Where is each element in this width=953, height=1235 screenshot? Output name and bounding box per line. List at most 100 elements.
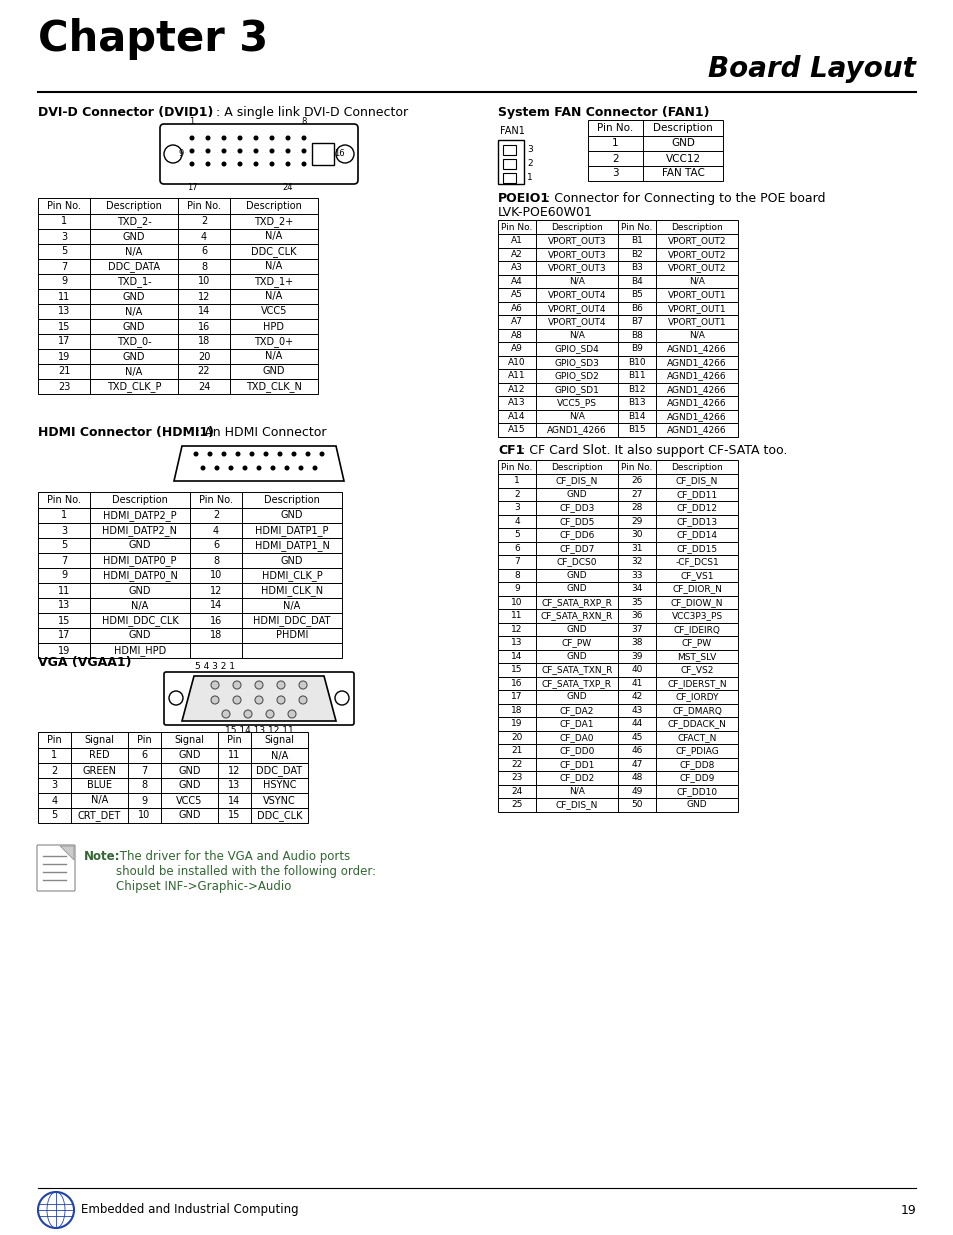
Circle shape — [286, 149, 290, 153]
Text: B4: B4 — [631, 277, 642, 285]
Text: GND: GND — [178, 810, 200, 820]
Circle shape — [266, 710, 274, 718]
Text: VGA (VGAA1): VGA (VGAA1) — [38, 656, 132, 669]
Circle shape — [270, 162, 274, 165]
Circle shape — [302, 136, 306, 140]
Text: 6: 6 — [201, 247, 207, 257]
Text: CF_PW: CF_PW — [561, 638, 592, 647]
Text: CFACT_N: CFACT_N — [677, 732, 716, 742]
Bar — [497, 784, 738, 798]
Bar — [497, 798, 738, 811]
Text: VCC5_PS: VCC5_PS — [557, 398, 597, 408]
Circle shape — [254, 680, 263, 689]
Bar — [38, 319, 317, 333]
Text: HDMI_DATP0_N: HDMI_DATP0_N — [103, 571, 177, 580]
Text: CF_DCS0: CF_DCS0 — [557, 557, 597, 567]
Text: Description: Description — [264, 495, 319, 505]
Text: 50: 50 — [631, 800, 642, 809]
Text: 2: 2 — [51, 766, 57, 776]
Text: 27: 27 — [631, 490, 642, 499]
Text: N/A: N/A — [688, 277, 704, 285]
Circle shape — [243, 466, 247, 469]
Bar — [497, 677, 738, 690]
Text: 39: 39 — [631, 652, 642, 661]
Text: Pin No.: Pin No. — [597, 124, 633, 133]
Text: GPIO_SD2: GPIO_SD2 — [554, 372, 598, 380]
Text: N/A: N/A — [283, 600, 300, 610]
Circle shape — [190, 136, 193, 140]
Text: Description: Description — [670, 462, 722, 472]
Text: HDMI_DDC_DAT: HDMI_DDC_DAT — [253, 615, 331, 626]
Text: 43: 43 — [631, 705, 642, 715]
Bar — [497, 718, 738, 730]
Text: CF_DIS_N: CF_DIS_N — [556, 477, 598, 485]
Bar — [502, 159, 516, 169]
Text: 40: 40 — [631, 666, 642, 674]
Bar — [587, 136, 722, 151]
Text: DVI-D Connector (DVID1): DVI-D Connector (DVID1) — [38, 106, 213, 119]
Text: HDMI_DATP2_N: HDMI_DATP2_N — [102, 525, 177, 536]
Text: CF_DD2: CF_DD2 — [558, 773, 594, 782]
Text: 8: 8 — [514, 571, 519, 579]
Text: DDC_DAT: DDC_DAT — [256, 764, 302, 776]
Text: VSYNC: VSYNC — [263, 795, 295, 805]
Text: 2: 2 — [201, 216, 207, 226]
Text: GND: GND — [262, 367, 285, 377]
Text: B8: B8 — [630, 331, 642, 340]
Text: TXD_2-: TXD_2- — [116, 216, 152, 227]
Bar — [497, 356, 738, 369]
Text: 3: 3 — [61, 526, 67, 536]
Bar — [38, 198, 317, 214]
Text: A12: A12 — [508, 385, 525, 394]
Circle shape — [238, 149, 241, 153]
Bar — [587, 165, 722, 182]
Text: : An HDMI Connector: : An HDMI Connector — [195, 426, 326, 438]
Text: DDC_CLK: DDC_CLK — [256, 810, 302, 821]
Text: CF_DD11: CF_DD11 — [676, 490, 717, 499]
Circle shape — [257, 466, 260, 469]
Text: B10: B10 — [627, 358, 645, 367]
Circle shape — [244, 710, 252, 718]
Text: GPIO_SD4: GPIO_SD4 — [554, 345, 598, 353]
Text: CF_DD15: CF_DD15 — [676, 543, 717, 553]
Text: Signal: Signal — [174, 735, 204, 745]
Text: 14: 14 — [511, 652, 522, 661]
Bar — [497, 650, 738, 663]
Text: MST_SLV: MST_SLV — [677, 652, 716, 661]
Text: 18: 18 — [197, 336, 210, 347]
Circle shape — [335, 144, 354, 163]
Text: VCC3P3_PS: VCC3P3_PS — [671, 611, 721, 620]
Text: A14: A14 — [508, 411, 525, 421]
Bar — [38, 748, 308, 763]
Text: Pin No.: Pin No. — [500, 462, 532, 472]
Text: 24: 24 — [197, 382, 210, 391]
Text: 18: 18 — [511, 705, 522, 715]
Text: VPORT_OUT3: VPORT_OUT3 — [547, 249, 606, 259]
Text: VPORT_OUT4: VPORT_OUT4 — [547, 304, 605, 312]
Text: B13: B13 — [627, 398, 645, 408]
Text: TXD_2+: TXD_2+ — [254, 216, 294, 227]
Text: Description: Description — [551, 222, 602, 231]
Text: 47: 47 — [631, 760, 642, 768]
Text: VPORT_OUT4: VPORT_OUT4 — [547, 290, 605, 299]
Text: B15: B15 — [627, 425, 645, 435]
Text: 17: 17 — [58, 631, 71, 641]
Text: Pin No.: Pin No. — [199, 495, 233, 505]
Text: VPORT_OUT1: VPORT_OUT1 — [667, 290, 725, 299]
Text: 5: 5 — [51, 810, 57, 820]
Text: Pin No.: Pin No. — [500, 222, 532, 231]
Text: Description: Description — [551, 462, 602, 472]
Circle shape — [276, 680, 285, 689]
Text: 8: 8 — [213, 556, 219, 566]
Text: N/A: N/A — [125, 306, 143, 316]
Text: 16: 16 — [334, 149, 344, 158]
Bar — [38, 763, 308, 778]
Circle shape — [206, 162, 210, 165]
Bar — [497, 515, 738, 529]
Circle shape — [208, 452, 212, 456]
Text: 4: 4 — [514, 516, 519, 526]
Text: CF_SATA_TXP_R: CF_SATA_TXP_R — [541, 679, 612, 688]
Text: 19: 19 — [900, 1203, 915, 1216]
Text: POEIO1: POEIO1 — [497, 191, 550, 205]
Circle shape — [271, 466, 274, 469]
